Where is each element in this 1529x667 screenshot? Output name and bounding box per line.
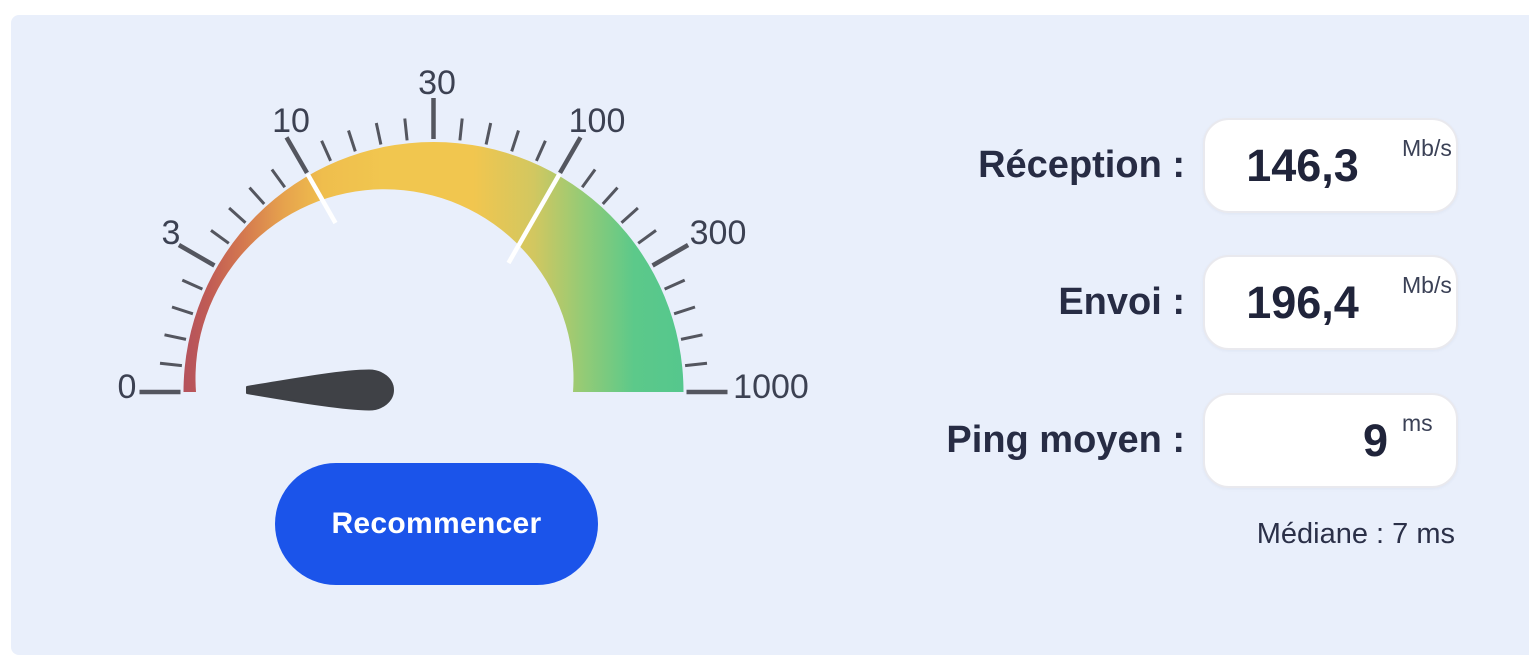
result-row-reception: Réception : 146,3 Mb/s: [11, 118, 1458, 213]
gauge-label-100: 100: [569, 102, 626, 140]
reception-card: 146,3 Mb/s: [1203, 118, 1458, 213]
speed-gauge: 0 3 10 30 100 300 1000: [118, 64, 809, 411]
gauge-label-300: 300: [690, 214, 747, 252]
gauge-segment-dividers: [305, 172, 562, 265]
result-row-ping: Ping moyen : 9 ms: [11, 393, 1458, 488]
gauge-label-1000: 1000: [733, 368, 809, 406]
ping-median-note: Médiane : 7 ms: [1256, 518, 1455, 550]
reception-label: Réception :: [978, 144, 1185, 186]
speedtest-panel: 0 3 10 30 100 300 1000 Recommencer Récep…: [11, 15, 1529, 655]
gauge-scale-labels: 0 3 10 30 100 300 1000: [118, 64, 809, 406]
result-row-envoi: Envoi : 196,4 Mb/s: [11, 255, 1458, 350]
ping-value: 9: [1362, 414, 1388, 466]
restart-button[interactable]: Recommencer: [275, 463, 598, 585]
gauge-needle: [246, 369, 394, 411]
gauge-ticks: [139, 98, 728, 395]
ping-card: 9 ms: [1203, 393, 1458, 488]
envoi-unit: Mb/s: [1402, 272, 1452, 298]
gauge-label-30: 30: [418, 64, 456, 102]
ping-unit: ms: [1402, 410, 1433, 436]
envoi-value: 196,4: [1246, 276, 1359, 328]
ping-label: Ping moyen :: [946, 419, 1185, 461]
gauge-label-10: 10: [272, 102, 310, 140]
reception-value: 146,3: [1246, 139, 1359, 191]
gauge-label-3: 3: [162, 214, 181, 252]
gauge-label-0: 0: [118, 368, 137, 406]
reception-unit: Mb/s: [1402, 135, 1452, 161]
gauge-arc-band: [183, 142, 684, 392]
envoi-card: 196,4 Mb/s: [1203, 255, 1458, 350]
envoi-label: Envoi :: [1058, 281, 1185, 323]
